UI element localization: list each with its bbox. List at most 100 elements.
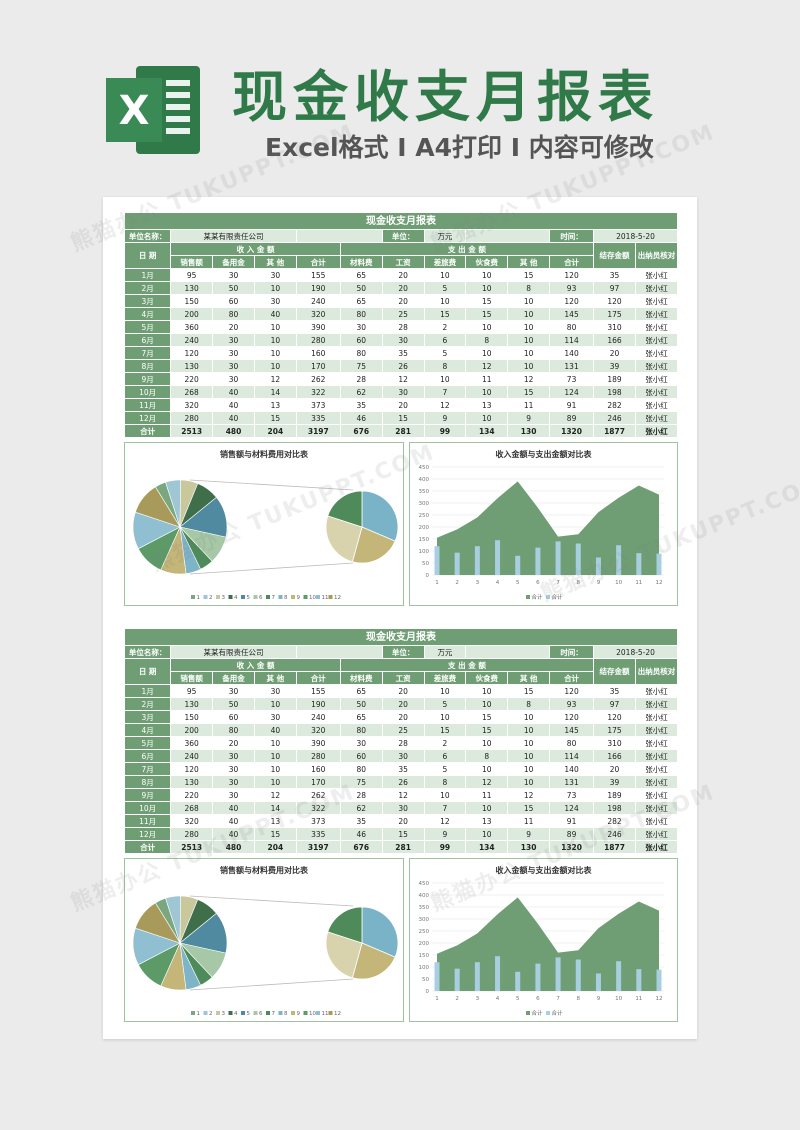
total-cell: 676 xyxy=(339,840,383,854)
table-cell: 280 xyxy=(295,749,341,763)
table-cell: 190 xyxy=(295,281,341,295)
legend-swatch xyxy=(266,1011,270,1015)
total-cell: 张小红 xyxy=(634,840,679,854)
table-cell: 166 xyxy=(593,333,636,347)
x-tick-label: 8 xyxy=(577,996,581,1002)
legend-label: 合计 xyxy=(552,1009,564,1017)
pie-chart-panel: 销售额与材料费用对比表 1 2 3 4 5 6 7 8 9 10 11 12 xyxy=(124,858,404,1022)
legend-swatch xyxy=(253,1011,258,1015)
table-cell: 10 xyxy=(465,346,509,360)
table-cell: 170 xyxy=(295,359,341,373)
month-cell: 2月 xyxy=(123,281,172,295)
table-cell: 12 xyxy=(253,372,297,386)
legend-swatch xyxy=(291,1011,295,1015)
table-cell: 15 xyxy=(507,385,551,399)
bar-mark xyxy=(636,553,642,575)
info-blank xyxy=(295,229,383,243)
area-legend: 合计 合计 xyxy=(526,1009,563,1017)
table-cell: 14 xyxy=(253,385,297,399)
total-cell: 134 xyxy=(465,424,509,438)
table-cell: 11 xyxy=(507,398,551,412)
table-cell: 30 xyxy=(212,268,255,282)
month-cell: 12月 xyxy=(123,827,172,841)
total-cell: 480 xyxy=(212,424,255,438)
table-title: 现金收支月报表 xyxy=(124,212,678,230)
bar-mark xyxy=(656,553,662,575)
pie-sub-slice xyxy=(351,942,396,980)
table-cell: 282 xyxy=(593,398,636,412)
column-header: 其 他 xyxy=(507,255,551,269)
x-tick-label: 6 xyxy=(536,580,540,586)
table-row: 5月 360 20 10 390 30 28 2 10 10 80 310 张小红 xyxy=(123,320,679,334)
table-cell: 89 xyxy=(549,411,595,425)
table-cell: 10 xyxy=(507,333,551,347)
pie-legend: 1 2 3 4 5 6 7 8 9 10 11 12 xyxy=(191,595,341,601)
table-cell: 15 xyxy=(381,827,425,841)
table-cell: 12 xyxy=(507,372,551,386)
table-row: 2月 130 50 10 190 50 20 5 10 8 93 97 张小红 xyxy=(123,697,679,711)
table-cell: 93 xyxy=(549,697,595,711)
legend-swatch xyxy=(291,595,295,599)
table-cell: 9 xyxy=(423,411,467,425)
report-table: 现金收支月报表 单位名称： 某某有限责任公司 单位： 万元 时间： 2018-5-20 日 期… xyxy=(123,212,679,438)
table-cell: 10 xyxy=(253,281,297,295)
column-header: 材料费 xyxy=(339,671,383,685)
legend-swatch xyxy=(253,595,258,599)
total-row: 合计 2513 480 204 3197 676 281 99 134 130 1320 1877 张小… xyxy=(123,840,679,854)
table-cell: 190 xyxy=(295,697,341,711)
table-info-row: 单位名称： 某某有限责任公司 单位： 万元 时间： 2018-5-20 xyxy=(123,645,678,659)
x-tick-label: 4 xyxy=(496,996,500,1002)
month-cell: 11月 xyxy=(123,398,172,412)
charts-row: 销售额与材料费用对比表 1 2 3 4 5 6 7 8 9 10 11 12 收入金额与支出金额对比表 0 5… xyxy=(124,858,678,1022)
table-cell: 73 xyxy=(549,788,595,802)
table-cell: 80 xyxy=(339,346,383,360)
area-legend: 合计 合计 xyxy=(526,593,563,601)
legend-label: 4 xyxy=(234,595,238,601)
total-cell: 2513 xyxy=(170,424,214,438)
table-cell: 10 xyxy=(465,320,509,334)
bar-mark xyxy=(575,543,581,575)
table-cell: 246 xyxy=(593,411,636,425)
legend-swatch xyxy=(546,1011,550,1015)
table-cell: 75 xyxy=(339,359,383,373)
table-row: 8月 130 30 10 170 75 26 8 12 10 131 39 张小红 xyxy=(123,775,679,789)
table-cell: 10 xyxy=(465,385,509,399)
bar-mark xyxy=(616,545,622,575)
table-cell: 73 xyxy=(549,372,595,386)
column-header: 其 他 xyxy=(507,671,551,685)
table-cell: 170 xyxy=(295,775,341,789)
table-cell: 390 xyxy=(295,736,341,750)
legend-swatch xyxy=(266,595,270,599)
table-cell: 130 xyxy=(170,697,214,711)
table-cell: 张小红 xyxy=(634,268,679,282)
connector-line xyxy=(189,895,354,907)
table-cell: 5 xyxy=(423,762,467,776)
table-cell: 130 xyxy=(170,359,214,373)
month-cell: 9月 xyxy=(123,372,172,386)
table-cell: 140 xyxy=(549,346,595,360)
pie-chart-panel: 销售额与材料费用对比表 1 2 3 4 5 6 7 8 9 10 11 12 xyxy=(124,442,404,606)
table-cell: 20 xyxy=(381,281,425,295)
month-cell: 6月 xyxy=(123,749,172,763)
date-header: 日 期 xyxy=(123,242,172,269)
table-cell: 13 xyxy=(253,814,297,828)
month-cell: 11月 xyxy=(123,814,172,828)
table-cell: 10 xyxy=(423,294,467,308)
date-header: 日 期 xyxy=(123,658,172,685)
table-cell: 240 xyxy=(295,294,341,308)
column-header: 工资 xyxy=(381,255,425,269)
table-cell: 28 xyxy=(339,372,383,386)
table-cell: 91 xyxy=(549,814,595,828)
table-cell: 50 xyxy=(212,281,255,295)
column-header: 备用金 xyxy=(212,255,255,269)
table-cell: 2 xyxy=(423,736,467,750)
table-cell: 60 xyxy=(212,294,255,308)
table-cell: 6 xyxy=(423,333,467,347)
column-header: 其 他 xyxy=(253,671,297,685)
area-chart-title: 收入金额与支出金额对比表 xyxy=(495,866,592,875)
table-cell: 11 xyxy=(507,814,551,828)
table-cell: 5 xyxy=(423,346,467,360)
total-cell: 204 xyxy=(253,424,297,438)
table-cell: 360 xyxy=(170,320,214,334)
